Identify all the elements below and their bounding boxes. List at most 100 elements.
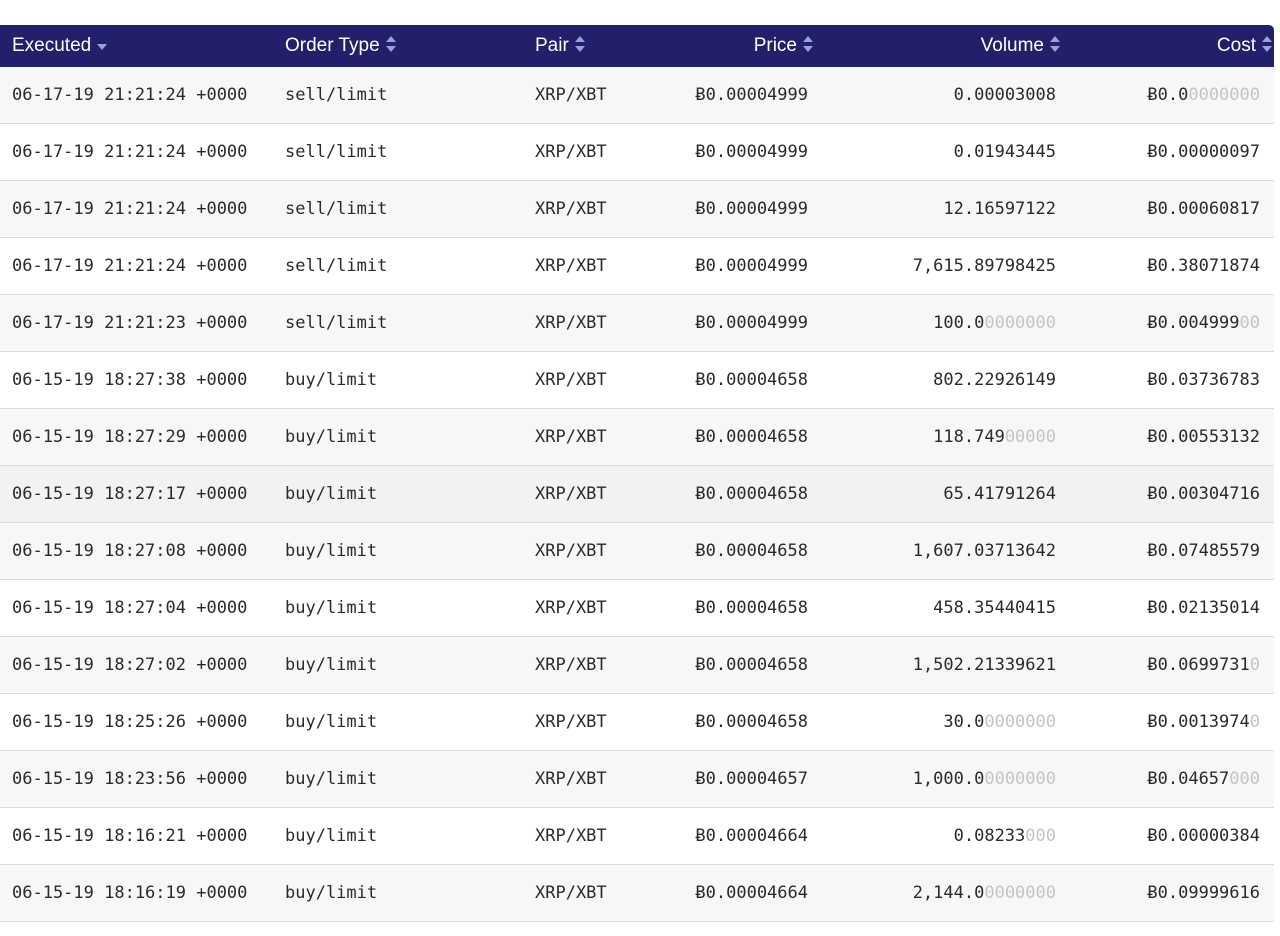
price-cell: Ƀ0.00004999: [695, 256, 808, 276]
cost-value: Ƀ0.0013974: [1147, 712, 1250, 732]
header-pair[interactable]: Pair: [535, 25, 585, 67]
table-row[interactable]: 06-17-19 21:21:24 +0000 sell/limit XRP/XBT…: [0, 67, 1274, 124]
volume-value: 7,615.89798425: [912, 256, 1056, 276]
volume-value: 0.08233: [953, 826, 1026, 846]
header-price[interactable]: Price: [754, 25, 813, 67]
pair-cell: XRP/XBT: [535, 370, 607, 390]
executed-cell: 06-15-19 18:27:17 +0000: [12, 484, 248, 504]
table-row[interactable]: 06-15-19 18:23:56 +0000 buy/limit XRP/XBT Ƀ…: [0, 751, 1274, 808]
price-cell: Ƀ0.00004999: [695, 85, 808, 105]
cost-trailing-zeros: 0000000: [1188, 85, 1260, 105]
cost-value: Ƀ0.02135014: [1147, 598, 1260, 618]
cost-cell: Ƀ0.06997310: [1147, 637, 1260, 693]
header-cost[interactable]: Cost: [1217, 25, 1272, 67]
order-type-cell: buy/limit: [285, 826, 378, 846]
volume-value: 1,502.21339621: [912, 655, 1056, 675]
table-row[interactable]: 06-15-19 18:25:26 +0000 buy/limit XRP/XBT Ƀ…: [0, 694, 1274, 751]
sort-icon: [803, 35, 813, 52]
volume-cell: 7,615.89798425: [913, 238, 1056, 294]
order-type-cell: buy/limit: [285, 598, 378, 618]
executed-cell: 06-15-19 18:23:56 +0000: [12, 769, 248, 789]
executed-cell: 06-15-19 18:25:26 +0000: [12, 712, 248, 732]
volume-cell: 118.74900000: [933, 409, 1056, 465]
volume-trailing-zeros: 0000000: [984, 313, 1056, 333]
cost-cell: Ƀ0.00304716: [1147, 466, 1260, 522]
cost-trailing-zeros: 0: [1249, 712, 1260, 732]
table-row[interactable]: 06-15-19 18:16:19 +0000 buy/limit XRP/XBT Ƀ…: [0, 865, 1274, 922]
cost-cell: Ƀ0.09999616: [1147, 865, 1260, 921]
cost-value: Ƀ0.04657: [1147, 769, 1230, 789]
table-row[interactable]: 06-15-19 18:27:38 +0000 buy/limit XRP/XBT Ƀ…: [0, 352, 1274, 409]
volume-trailing-zeros: 000: [1025, 826, 1056, 846]
volume-value: 30.0: [943, 712, 985, 732]
executed-cell: 06-15-19 18:27:04 +0000: [12, 598, 248, 618]
volume-cell: 0.08233000: [954, 808, 1056, 864]
order-type-cell: sell/limit: [285, 142, 388, 162]
executed-cell: 06-17-19 21:21:24 +0000: [12, 85, 248, 105]
volume-value: 0.00003008: [953, 85, 1056, 105]
cost-cell: Ƀ0.00060817: [1147, 181, 1260, 237]
volume-value: 100.0: [933, 313, 985, 333]
pair-cell: XRP/XBT: [535, 199, 607, 219]
volume-cell: 1,502.21339621: [913, 637, 1056, 693]
pair-cell: XRP/XBT: [535, 712, 607, 732]
cost-value: Ƀ0.0: [1147, 85, 1189, 105]
executed-cell: 06-17-19 21:21:23 +0000: [12, 313, 248, 333]
table-row[interactable]: 06-17-19 21:21:23 +0000 sell/limit XRP/XBT…: [0, 295, 1274, 352]
table-row[interactable]: 06-15-19 18:27:04 +0000 buy/limit XRP/XBT Ƀ…: [0, 580, 1274, 637]
table-row[interactable]: 06-15-19 18:27:08 +0000 buy/limit XRP/XBT Ƀ…: [0, 523, 1274, 580]
executed-cell: 06-15-19 18:16:19 +0000: [12, 883, 248, 903]
volume-cell: 65.41791264: [943, 466, 1056, 522]
order-type-cell: sell/limit: [285, 313, 388, 333]
cost-cell: Ƀ0.02135014: [1147, 580, 1260, 636]
table-row[interactable]: 06-15-19 18:27:29 +0000 buy/limit XRP/XBT Ƀ…: [0, 409, 1274, 466]
sort-icon: [574, 35, 585, 52]
price-cell: Ƀ0.00004999: [695, 313, 808, 333]
order-type-cell: buy/limit: [285, 484, 378, 504]
volume-value: 1,000.0: [912, 769, 985, 789]
volume-cell: 458.35440415: [933, 580, 1056, 636]
order-type-cell: buy/limit: [285, 655, 378, 675]
cost-cell: Ƀ0.07485579: [1147, 523, 1260, 579]
executed-cell: 06-15-19 18:27:08 +0000: [12, 541, 248, 561]
table-body: 06-17-19 21:21:24 +0000 sell/limit XRP/XBT…: [0, 67, 1274, 922]
price-cell: Ƀ0.00004999: [695, 142, 808, 162]
cost-cell: Ƀ0.04657000: [1147, 751, 1260, 807]
cost-cell: Ƀ0.00139740: [1147, 694, 1260, 750]
executed-cell: 06-17-19 21:21:24 +0000: [12, 142, 248, 162]
order-type-cell: buy/limit: [285, 541, 378, 561]
table-row[interactable]: 06-15-19 18:16:21 +0000 buy/limit XRP/XBT Ƀ…: [0, 808, 1274, 865]
volume-cell: 100.00000000: [933, 295, 1056, 351]
cost-cell: Ƀ0.00000000: [1147, 67, 1260, 123]
executed-cell: 06-15-19 18:27:02 +0000: [12, 655, 248, 675]
cost-value: Ƀ0.00000097: [1147, 142, 1260, 162]
header-executed[interactable]: Executed: [12, 25, 108, 67]
table-row[interactable]: 06-17-19 21:21:24 +0000 sell/limit XRP/XBT…: [0, 181, 1274, 238]
table-row[interactable]: 06-15-19 18:27:17 +0000 buy/limit XRP/XBT Ƀ…: [0, 466, 1274, 523]
volume-value: 1,607.03713642: [912, 541, 1056, 561]
order-type-cell: sell/limit: [285, 199, 388, 219]
volume-cell: 1,000.00000000: [913, 751, 1056, 807]
volume-cell: 0.01943445: [954, 124, 1056, 180]
table-row[interactable]: 06-15-19 18:27:02 +0000 buy/limit XRP/XBT Ƀ…: [0, 637, 1274, 694]
pair-cell: XRP/XBT: [535, 598, 607, 618]
pair-cell: XRP/XBT: [535, 256, 607, 276]
cost-trailing-zeros: 000: [1229, 769, 1260, 789]
table-row[interactable]: 06-17-19 21:21:24 +0000 sell/limit XRP/XBT…: [0, 238, 1274, 295]
executed-cell: 06-15-19 18:27:29 +0000: [12, 427, 248, 447]
cost-value: Ƀ0.0699731: [1147, 655, 1250, 675]
price-cell: Ƀ0.00004999: [695, 199, 808, 219]
header-order-type[interactable]: Order Type: [285, 25, 396, 67]
sort-descending-icon: [97, 43, 108, 50]
table-row[interactable]: 06-17-19 21:21:24 +0000 sell/limit XRP/XBT…: [0, 124, 1274, 181]
cost-value: Ƀ0.07485579: [1147, 541, 1260, 561]
cost-value: Ƀ0.00553132: [1147, 427, 1260, 447]
executed-cell: 06-17-19 21:21:24 +0000: [12, 256, 248, 276]
cost-value: Ƀ0.00060817: [1147, 199, 1260, 219]
cost-cell: Ƀ0.38071874: [1147, 238, 1260, 294]
header-volume[interactable]: Volume: [981, 25, 1060, 67]
price-cell: Ƀ0.00004658: [695, 427, 808, 447]
pair-cell: XRP/XBT: [535, 484, 607, 504]
header-order-type-label: Order Type: [285, 35, 380, 56]
volume-value: 12.16597122: [943, 199, 1056, 219]
